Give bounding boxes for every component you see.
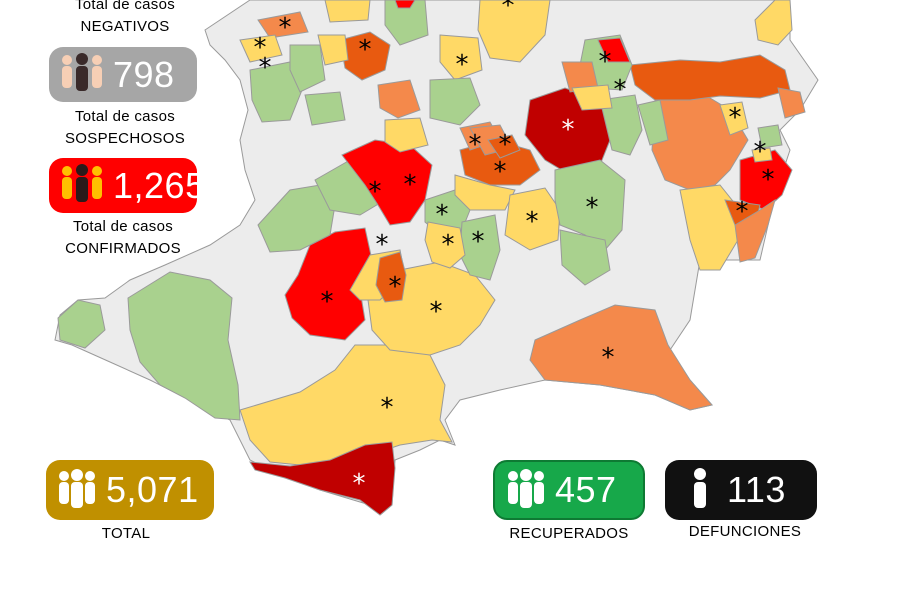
case-marker: * [469, 130, 482, 160]
case-marker: * [502, 0, 515, 21]
case-marker: * [614, 75, 627, 105]
region-green-n3 [384, 0, 429, 46]
region-yellow-south [239, 344, 453, 466]
sospechosos-caption: Total de casos SOSPECHOSOS [50, 106, 200, 150]
people-group-icon [59, 163, 105, 208]
case-marker: * [353, 469, 366, 499]
region-orange-ne [777, 87, 806, 119]
region-yellow-ne2 [719, 101, 749, 136]
region-yellow-n15 [324, 0, 371, 23]
region-green-ec2 [559, 229, 611, 286]
case-marker: * [381, 393, 394, 423]
total-caption: TOTAL [101, 525, 151, 542]
region-darkorange-n18 [487, 134, 521, 159]
region-darkorange-center [375, 251, 407, 303]
defunciones-value: 113 [727, 469, 786, 510]
region-red-north-top [597, 37, 631, 63]
region-orange-se [529, 304, 713, 411]
region-yellow-ne-top [754, 0, 793, 46]
recuperados-caption: RECUPERADOS [509, 525, 629, 542]
region-green-ne [757, 124, 783, 149]
case-marker: * [404, 170, 417, 200]
region-green-n13 [289, 44, 326, 93]
people-group-icon [59, 52, 105, 97]
region-yellow-n4 [439, 34, 483, 81]
negativos-badge: 798 [49, 47, 197, 102]
region-red-n16 [394, 0, 416, 9]
confirmados-caption: Total de casos CONFIRMADOS [48, 216, 198, 260]
case-marker: * [359, 35, 372, 65]
total-value: 5,071 [106, 469, 199, 510]
case-marker: * [259, 53, 272, 83]
region-orange-n6 [377, 79, 421, 119]
region-red-east [739, 149, 793, 211]
marker-layer: **** ****** ****** * ** *********** [254, 0, 775, 499]
case-marker: * [729, 103, 742, 133]
case-marker: * [494, 157, 507, 187]
region-yellow-cn2 [504, 187, 561, 251]
region-yellow-cn [454, 174, 516, 211]
region-yellow-n9 [317, 34, 349, 66]
case-marker: * [526, 207, 539, 237]
people-group-icon [505, 467, 547, 514]
defunciones-badge: 113 [665, 460, 817, 520]
confirmados-caption-line2: CONFIRMADOS [65, 240, 181, 257]
case-marker: * [736, 197, 749, 227]
case-marker: * [430, 297, 443, 327]
case-marker: * [599, 47, 612, 77]
case-marker: * [754, 137, 767, 167]
negativos-value: 798 [113, 53, 175, 95]
negativos-caption-line1: Total de casos [74, 0, 176, 13]
region-darkorange-n8 [339, 31, 391, 81]
region-darkorange-ne-top [629, 54, 791, 101]
confirmados-caption-line1: Total de casos [72, 218, 174, 235]
region-green-far-west [57, 299, 106, 349]
total-badge: 5,071 [46, 460, 214, 520]
region-green-n5 [429, 77, 481, 126]
region-yellow-north1 [571, 84, 613, 111]
region-green-cw1 [257, 184, 336, 253]
case-marker: * [472, 227, 485, 257]
region-green-n19 [637, 99, 669, 146]
case-marker: * [499, 130, 512, 160]
case-marker: * [389, 272, 402, 302]
case-marker: * [442, 230, 455, 260]
case-marker: * [602, 343, 615, 373]
case-marker: * [369, 177, 382, 207]
region-green-ec3 [599, 94, 643, 156]
case-marker: * [586, 193, 599, 223]
sospechosos-caption-line1: Total de casos [74, 108, 176, 125]
defunciones-caption: DEFUNCIONES [688, 523, 802, 540]
confirmados-value: 1,265 [113, 164, 206, 206]
region-orange-east2 [734, 198, 776, 263]
recuperados-badge: 457 [493, 460, 645, 520]
case-marker: * [321, 287, 334, 317]
region-yellow-n7 [384, 117, 429, 153]
people-group-icon [56, 467, 98, 514]
negativos-caption-line2: NEGATIVOS [80, 18, 170, 35]
confirmados-badge: 1,265 [49, 158, 205, 213]
case-marker: * [279, 13, 292, 43]
case-marker: * [436, 200, 449, 230]
region-yellow-n11 [239, 34, 283, 63]
region-yellow-east [679, 184, 741, 271]
case-marker: * [562, 115, 575, 145]
region-red-central [284, 227, 373, 341]
case-marker: * [762, 165, 775, 195]
case-marker: * [376, 230, 389, 260]
region-orange-n10 [257, 11, 309, 39]
case-marker: * [254, 33, 267, 63]
case-marker: * [456, 50, 469, 80]
region-green-west [127, 271, 241, 421]
region-yellow-ne3 [751, 147, 773, 163]
region-yellow-n2 [477, 0, 551, 63]
sospechosos-caption-line2: SOSPECHOSOS [65, 130, 185, 147]
recuperados-value: 457 [555, 469, 617, 510]
region-green-n14 [304, 91, 346, 126]
region-yellow-mid [424, 221, 466, 269]
region-darkred-coast [249, 441, 396, 516]
negativos-caption: Total de casos NEGATIVOS [50, 0, 200, 38]
person-icon [689, 467, 711, 514]
